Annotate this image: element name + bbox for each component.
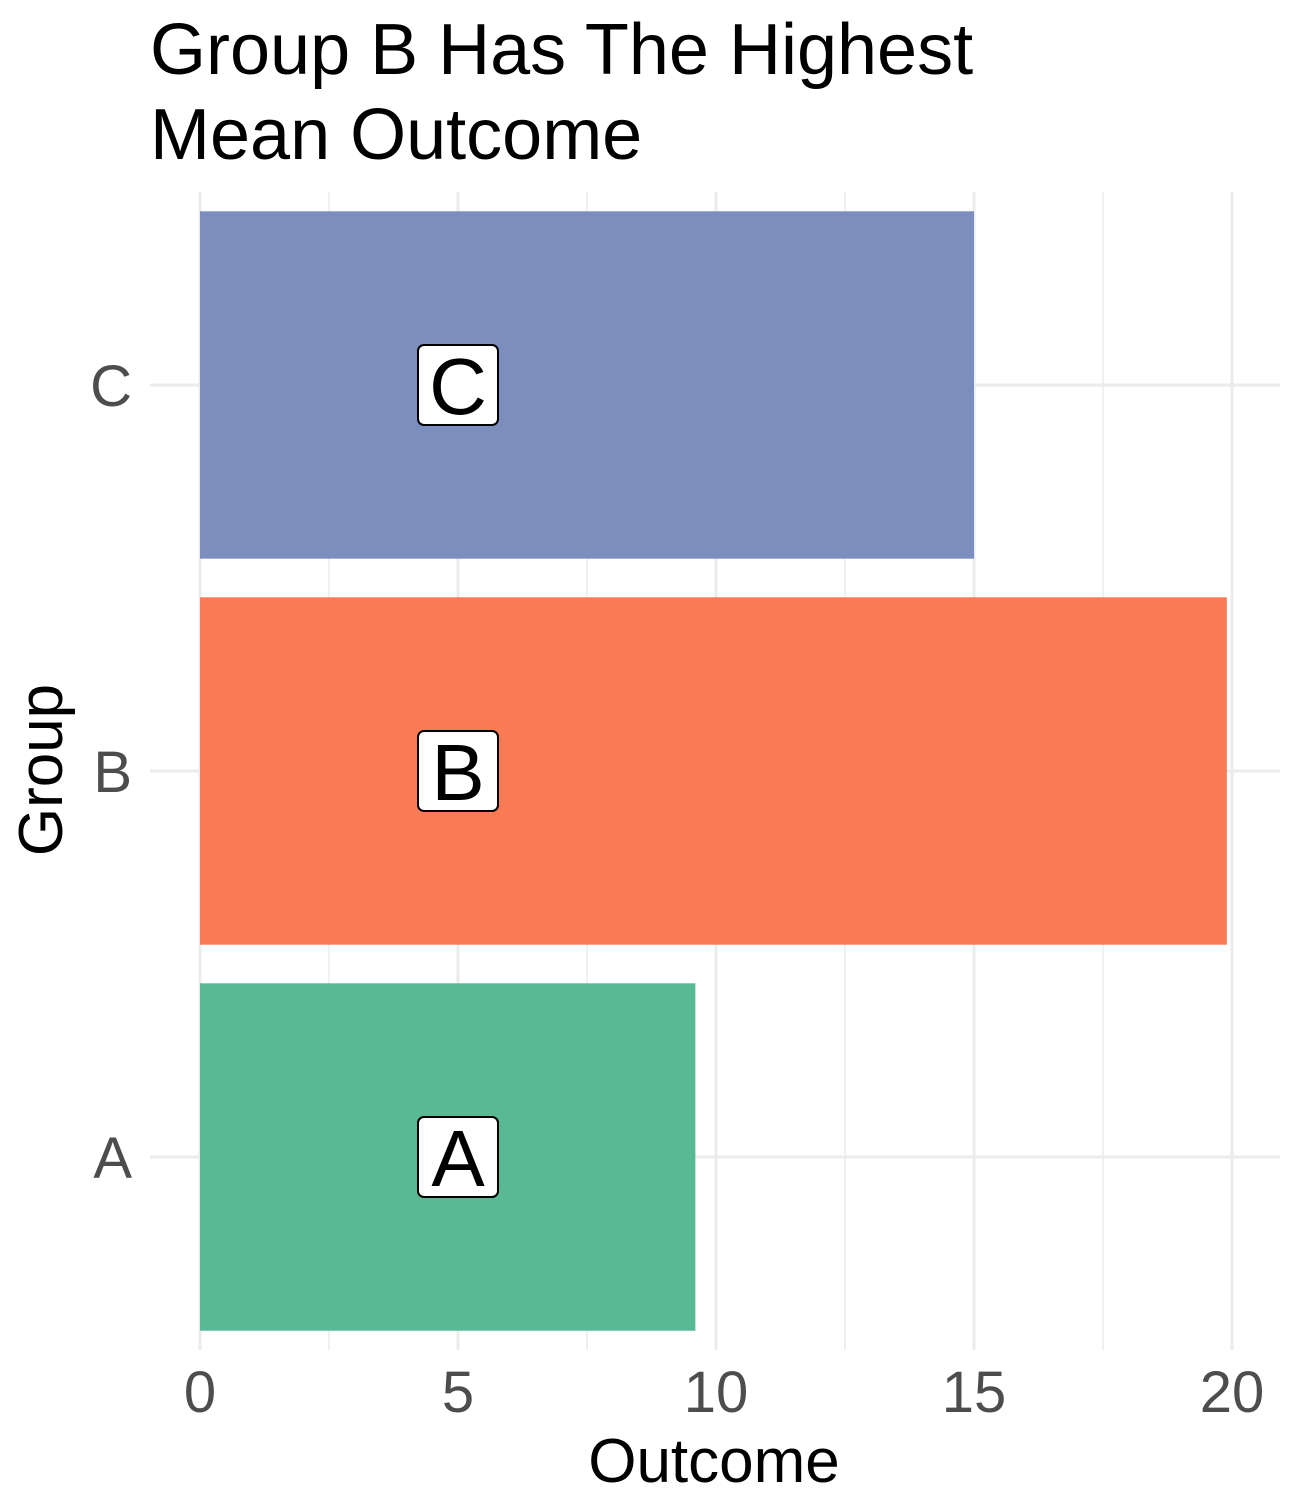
bar-label: C (429, 342, 487, 431)
y-tick-label: B (93, 740, 132, 805)
y-tick-label: A (93, 1126, 132, 1191)
y-axis-title: Group (7, 684, 76, 856)
chart-title-line-1: Group B Has The Highest (150, 10, 974, 90)
chart-title-line-2: Mean Outcome (150, 95, 643, 175)
x-tick-label: 0 (184, 1360, 216, 1425)
bar-label: A (431, 1114, 485, 1203)
bar-label-box (417, 344, 499, 426)
bar-label-box (417, 1116, 499, 1198)
x-tick-label: 15 (942, 1360, 1007, 1425)
x-axis-ticks: 0 5 10 15 20 (184, 1360, 1264, 1425)
x-tick-label: 20 (1200, 1360, 1265, 1425)
bar-C (200, 211, 974, 559)
bar-labels: A B C (417, 342, 499, 1203)
x-axis-title: Outcome (588, 1427, 840, 1496)
y-axis-ticks: A B C (90, 354, 132, 1191)
x-tick-label: 5 (442, 1360, 474, 1425)
x-tick-label: 10 (684, 1360, 749, 1425)
bar-label: B (431, 728, 484, 817)
bar-B (200, 597, 1227, 945)
bar-label-box (417, 730, 499, 812)
bars (200, 211, 1227, 1331)
y-tick-label: C (90, 354, 132, 419)
